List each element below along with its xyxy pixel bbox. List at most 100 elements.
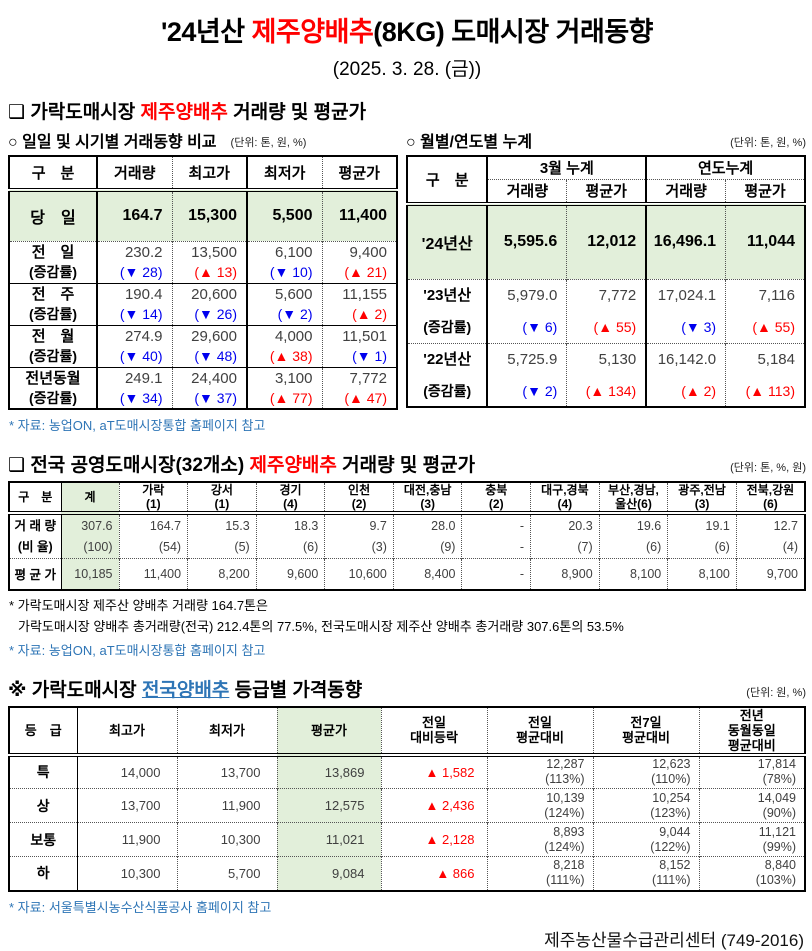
value: 11,044: [725, 204, 805, 279]
value: 6,100: [274, 244, 313, 261]
delta-value: (▲ 13): [194, 264, 237, 280]
value: 7,772: [349, 369, 387, 387]
column-header: 최고가: [171, 156, 247, 192]
value: 4,000: [274, 328, 313, 345]
delta-value: (▲ 77): [269, 389, 313, 406]
today-low: 5,500: [246, 190, 322, 241]
column-header: 거래량: [486, 179, 567, 206]
table-row-prev-day: 전 일 (증감률) 230.2 (▼ 28) 13,500 (▲ 13) 6,100 (…: [9, 240, 397, 283]
source-note-daily: * 자료: 농업ON, aT도매시장통합 홈페이지 참고: [9, 418, 266, 433]
grade-row-high: 상 13,700 11,900 12,575 ▲ 2,436 10,139 (12…: [9, 788, 805, 823]
column-header: 구 분: [9, 156, 97, 192]
prev-day-avg: 10,139: [546, 790, 585, 805]
group-header-year: 연도누계: [645, 156, 805, 180]
table-row-2023: '23년산 (증감률) 5,979.0 (▼ 6) 7,772 (▲ 55) 17,0…: [407, 278, 805, 343]
high-price: 10,300: [76, 856, 177, 891]
row-label: 전 주: [31, 286, 75, 303]
delta-value: (▼ 28): [119, 264, 163, 280]
square-bullet-icon: ❑: [8, 455, 26, 476]
value: 190.4: [124, 286, 163, 303]
prev-day-avg-pct: (124%): [544, 805, 585, 820]
grade-unit-note: (단위: 원, %): [746, 686, 806, 699]
day-change: ▲ 866: [380, 856, 487, 891]
value: 5,184: [757, 350, 795, 368]
prev-7day-avg: 12,623: [652, 757, 691, 772]
delta-value: (▼ 3): [681, 319, 717, 335]
title-suffix: (8KG) 도매시장 거래동향: [373, 17, 654, 47]
prev-day-avg-pct: (113%): [545, 772, 585, 787]
prev-year-avg-pct: (103%): [755, 873, 796, 888]
reference-mark-icon: ※: [8, 679, 27, 701]
avg-price: 13,869: [276, 754, 381, 789]
delta-value: (▲ 47): [344, 389, 387, 406]
title-prefix: '24년산: [160, 17, 252, 47]
prev-day-avg: 12,287: [546, 757, 585, 772]
value: 12,012: [566, 204, 647, 279]
value: 5,979.0: [507, 287, 558, 304]
prev-year-avg: 8,840: [764, 858, 796, 873]
prev-7day-avg-pct: (110%): [651, 772, 691, 787]
delta-value: (▲ 2): [352, 306, 387, 322]
report-page: '24년산 제주양배추(8KG) 도매시장 거래동향 (2025. 3. 28.…: [8, 10, 806, 950]
row-label: 평 균 가: [9, 558, 61, 590]
national-market-table: 구 분 계 가락 (1) 강서 (1) 경기 (4) 인천 (2) 대전,충남 (3) 충…: [8, 481, 806, 591]
delta-value: (▼ 40): [119, 348, 163, 364]
value: 7,116: [758, 287, 795, 304]
delta-value: (▲ 2): [681, 382, 717, 399]
column-header: 평균가: [725, 179, 805, 206]
prev-year-avg-pct: (99%): [762, 839, 796, 854]
low-price: 13,700: [176, 754, 277, 789]
value: 9,400: [349, 244, 387, 261]
delta-value: (▲ 21): [344, 264, 387, 280]
low-price: 5,700: [176, 856, 277, 891]
delta-value: (▼ 6): [522, 319, 558, 335]
value: 11,155: [342, 286, 387, 303]
report-date: (2025. 3. 28. (금)): [332, 59, 482, 80]
prev-7day-avg: 10,254: [652, 790, 691, 805]
table-row-2022: '22년산 (증감률) 5,725.9 (▼ 2) 5,130 (▲ 134) 16,…: [407, 342, 805, 407]
high-price: 11,900: [76, 822, 177, 857]
row-label: 전 일: [31, 244, 75, 261]
column-header: 부산,경남, 울산(6): [598, 482, 668, 515]
daily-subtitle-row: ○ 일일 및 시기별 거래동향 비교 (단위: 톤, 원, %): [8, 128, 396, 152]
value: 24,400: [191, 369, 237, 387]
column-header: 거래량: [96, 156, 172, 192]
value: 11,501: [342, 328, 387, 345]
grade-price-table: 등 급 최고가 최저가 평균가 전일 대비등락 전일 평균대비 전7일 평균대비 전년…: [8, 705, 806, 892]
cumulative-subtitle-row: ○ 월별/연도별 누계 (단위: 톤, 원, %): [406, 128, 806, 152]
value: 5,725.9: [507, 350, 558, 368]
grade-label: 하: [9, 856, 77, 891]
column-header: 계: [60, 482, 119, 515]
row-sublabel: (비 율): [17, 540, 53, 554]
title-highlight: 제주양배추: [251, 17, 374, 47]
national-unit-note: (단위: 톤, %, 원): [730, 462, 806, 474]
day-change: ▲ 1,582: [380, 754, 487, 789]
grade-row-low: 하 10,300 5,700 9,084 ▲ 866 8,218 (111%) 8…: [9, 856, 805, 891]
today-high: 15,300: [171, 190, 247, 241]
value: 16,142.0: [657, 350, 717, 368]
value: 5,595.6: [486, 204, 567, 279]
column-header: 광주,전남 (3): [667, 482, 737, 515]
prev-7day-avg-pct: (123%): [650, 805, 691, 820]
cumulative-group-header-row: 구 분 3월 누계 연도누계: [407, 156, 805, 206]
row-sublabel: (증감률): [423, 382, 472, 399]
section1-heading: ❑ 가락도매시장 제주양배추 거래량 및 평균가: [8, 102, 367, 123]
value: 3,100: [274, 369, 313, 387]
value: 20,600: [191, 286, 237, 303]
column-header: 전일 평균대비: [486, 706, 593, 757]
grade-row-special: 특 14,000 13,700 13,869 ▲ 1,582 12,287 (11…: [9, 754, 805, 789]
value: 230.2: [124, 244, 163, 261]
daily-subtitle: ○ 일일 및 시기별 거래동향 비교: [8, 134, 217, 151]
row-label: '22년산: [423, 350, 472, 368]
avg-price: 12,575: [276, 788, 381, 823]
column-header: 전7일 평균대비: [592, 706, 699, 757]
daily-unit-note: (단위: 톤, 원, %): [230, 137, 307, 149]
row-sublabel: (증감률): [29, 264, 77, 280]
row-sublabel: (증감률): [29, 306, 77, 322]
prev-year-avg-pct: (78%): [762, 772, 796, 787]
page-title: '24년산 제주양배추(8KG) 도매시장 거래동향: [8, 10, 806, 49]
column-header: 최고가: [76, 706, 177, 757]
prev-day-avg-pct: (124%): [544, 839, 585, 854]
prev-year-avg: 11,121: [758, 824, 796, 839]
prev-7day-avg: 8,152: [659, 858, 691, 873]
